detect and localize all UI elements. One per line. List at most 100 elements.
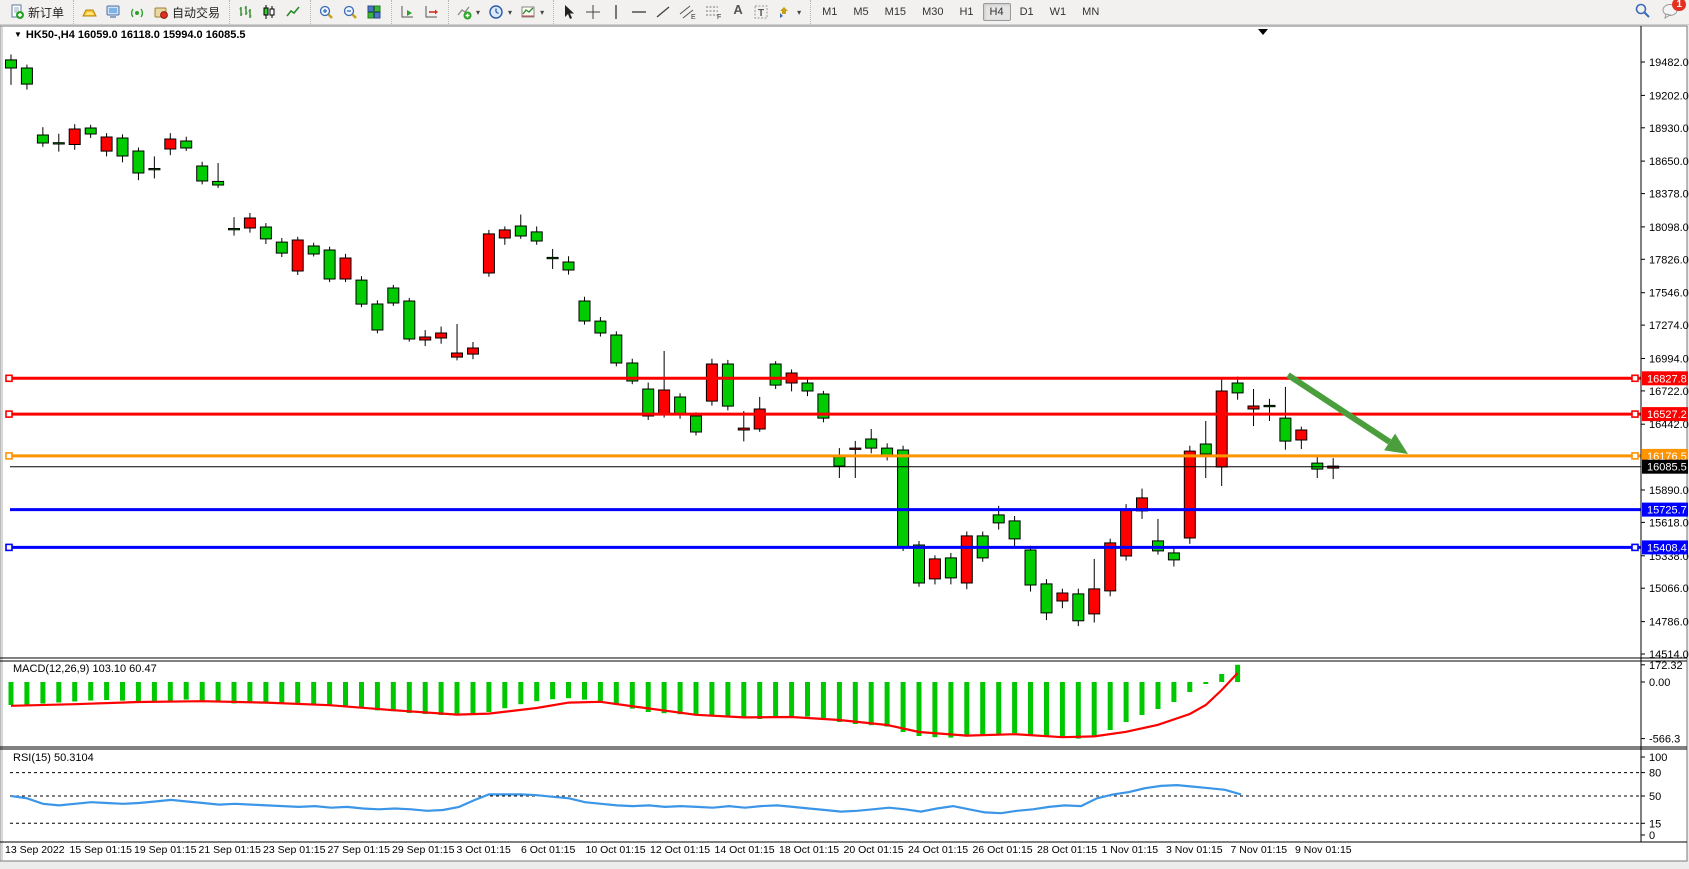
timeframe-w1[interactable]: W1 (1049, 6, 1067, 18)
timeframe-h4[interactable]: H4 (982, 3, 1011, 21)
chart-shift-button[interactable] (419, 1, 443, 23)
channel-icon: E (679, 5, 696, 20)
timeframe-mn[interactable]: MN (1082, 6, 1100, 18)
svg-text:17546.0: 17546.0 (1649, 288, 1689, 300)
toolbar-group-scroll (391, 0, 446, 24)
auto-trading-label: 自动交易 (172, 5, 221, 20)
gold-icon (82, 9, 97, 17)
timeframe-h1[interactable]: H1 (959, 6, 974, 18)
svg-text:50: 50 (1649, 791, 1661, 803)
chart-candles-icon (263, 5, 275, 19)
collapse-triangle-icon[interactable]: ▼ (14, 30, 22, 39)
svg-text:15 Sep 01:15: 15 Sep 01:15 (70, 844, 133, 856)
auto-trading-button[interactable]: 自动交易 (149, 1, 224, 23)
svg-text:16722.0: 16722.0 (1649, 386, 1689, 398)
text-label-icon: T (754, 5, 768, 19)
svg-text:MACD(12,26,9) 103.10 60.47: MACD(12,26,9) 103.10 60.47 (13, 663, 157, 675)
svg-text:9 Nov 01:15: 9 Nov 01:15 (1295, 844, 1352, 856)
svg-text:15618.0: 15618.0 (1649, 517, 1689, 529)
svg-text:1 Nov 01:15: 1 Nov 01:15 (1102, 844, 1159, 856)
svg-text:15725.7: 15725.7 (1647, 505, 1687, 517)
arrows-button[interactable]: ▾ (773, 1, 805, 23)
cursor-icon (565, 5, 575, 19)
terminal-button[interactable] (101, 1, 125, 23)
chart-line-icon (286, 6, 300, 17)
svg-text:14786.0: 14786.0 (1649, 617, 1689, 629)
hline-icon (632, 11, 647, 13)
chevron-down-icon: ▾ (797, 7, 802, 17)
hline-button[interactable] (627, 1, 651, 23)
svg-text:26 Oct 01:15: 26 Oct 01:15 (973, 844, 1033, 856)
svg-text:18930.0: 18930.0 (1649, 123, 1689, 135)
toolbar-right: 1 (1634, 0, 1689, 22)
svg-text:15: 15 (1649, 818, 1661, 830)
toolbar-group-indicators: ▾ ▾ ▾ (448, 0, 551, 24)
text-button[interactable]: A (733, 2, 743, 17)
chart-candles-button[interactable] (257, 1, 281, 23)
search-button[interactable] (1634, 2, 1651, 22)
svg-text:16827.8: 16827.8 (1647, 373, 1687, 385)
auto-trading-icon (154, 7, 168, 19)
auto-scroll-button[interactable] (395, 1, 419, 23)
chart-bars-icon (239, 6, 252, 18)
svg-text:27 Sep 01:15: 27 Sep 01:15 (328, 844, 391, 856)
svg-text:16442.0: 16442.0 (1649, 419, 1689, 431)
toolbar-group-chart-type (229, 0, 308, 24)
svg-text:16527.2: 16527.2 (1647, 409, 1687, 421)
timeframe-d1[interactable]: D1 (1019, 6, 1034, 18)
channel-button[interactable]: E (675, 1, 701, 23)
chart-canvas[interactable]: MACD(12,26,9) 103.10 60.47 RSI(15) 50.310… (0, 25, 1689, 864)
signal-button[interactable] (125, 1, 149, 23)
svg-text:18 Oct 01:15: 18 Oct 01:15 (779, 844, 839, 856)
zoom-out-button[interactable] (338, 1, 362, 23)
chevron-down-icon: ▾ (476, 7, 481, 17)
crosshair-button[interactable] (581, 1, 605, 23)
svg-text:16085.5: 16085.5 (1647, 462, 1687, 474)
toolbar-group-objects: E F A T ▾ (553, 0, 808, 24)
text-label-button[interactable]: T (749, 1, 773, 23)
trendline-button[interactable] (651, 1, 675, 23)
templates-icon (521, 6, 535, 18)
svg-text:13 Sep 2022: 13 Sep 2022 (5, 844, 65, 856)
svg-text:15408.4: 15408.4 (1647, 542, 1687, 554)
svg-text:17274.0: 17274.0 (1649, 320, 1689, 332)
svg-text:3 Oct 01:15: 3 Oct 01:15 (457, 844, 511, 856)
svg-text:172.32: 172.32 (1649, 660, 1683, 672)
svg-text:15890.0: 15890.0 (1649, 485, 1689, 497)
timeframe-m5[interactable]: M5 (853, 6, 869, 18)
svg-text:100: 100 (1649, 752, 1667, 764)
svg-text:21 Sep 01:15: 21 Sep 01:15 (199, 844, 262, 856)
chat-badge: 1 (1672, 0, 1686, 11)
svg-text:19202.0: 19202.0 (1649, 90, 1689, 102)
chart-bars-button[interactable] (233, 1, 257, 23)
svg-text:0.00: 0.00 (1649, 677, 1670, 689)
zoom-out-icon (343, 5, 357, 19)
fibonacci-button[interactable]: F (701, 1, 727, 23)
new-order-button[interactable]: 新订单 (5, 1, 68, 23)
svg-text:E: E (691, 14, 696, 20)
svg-text:12 Oct 01:15: 12 Oct 01:15 (650, 844, 710, 856)
zoom-in-button[interactable] (314, 1, 338, 23)
terminal-icon (106, 5, 120, 18)
symbol-ohlc-text: HK50-,H4 16059.0 16118.0 15994.0 16085.5 (25, 29, 246, 41)
indicators-button[interactable]: ▾ (452, 1, 484, 23)
toolbar-group-zoom (310, 0, 389, 24)
chart-window[interactable]: ▼ HK50-,H4 16059.0 16118.0 15994.0 16085.… (0, 25, 1689, 864)
svg-text:19482.0: 19482.0 (1649, 57, 1689, 69)
period-button[interactable]: ▾ (484, 1, 516, 23)
chat-button[interactable]: 1 (1661, 0, 1686, 22)
toolbar-group-order: 新订单 (2, 0, 71, 24)
chevron-down-icon: ▾ (508, 7, 513, 17)
gold-button[interactable] (77, 1, 101, 23)
timeframe-m30[interactable]: M30 (922, 6, 944, 18)
svg-text:14 Oct 01:15: 14 Oct 01:15 (715, 844, 775, 856)
vline-button[interactable] (605, 1, 627, 23)
timeframe-m1[interactable]: M1 (822, 6, 838, 18)
svg-text:80: 80 (1649, 768, 1661, 780)
timeframe-m15[interactable]: M15 (884, 6, 907, 18)
symbol-info-bar[interactable]: ▼ HK50-,H4 16059.0 16118.0 15994.0 16085.… (14, 29, 246, 41)
cursor-button[interactable] (557, 1, 581, 23)
templates-button[interactable]: ▾ (516, 1, 548, 23)
tile-windows-button[interactable] (362, 1, 386, 23)
chart-line-button[interactable] (281, 1, 305, 23)
